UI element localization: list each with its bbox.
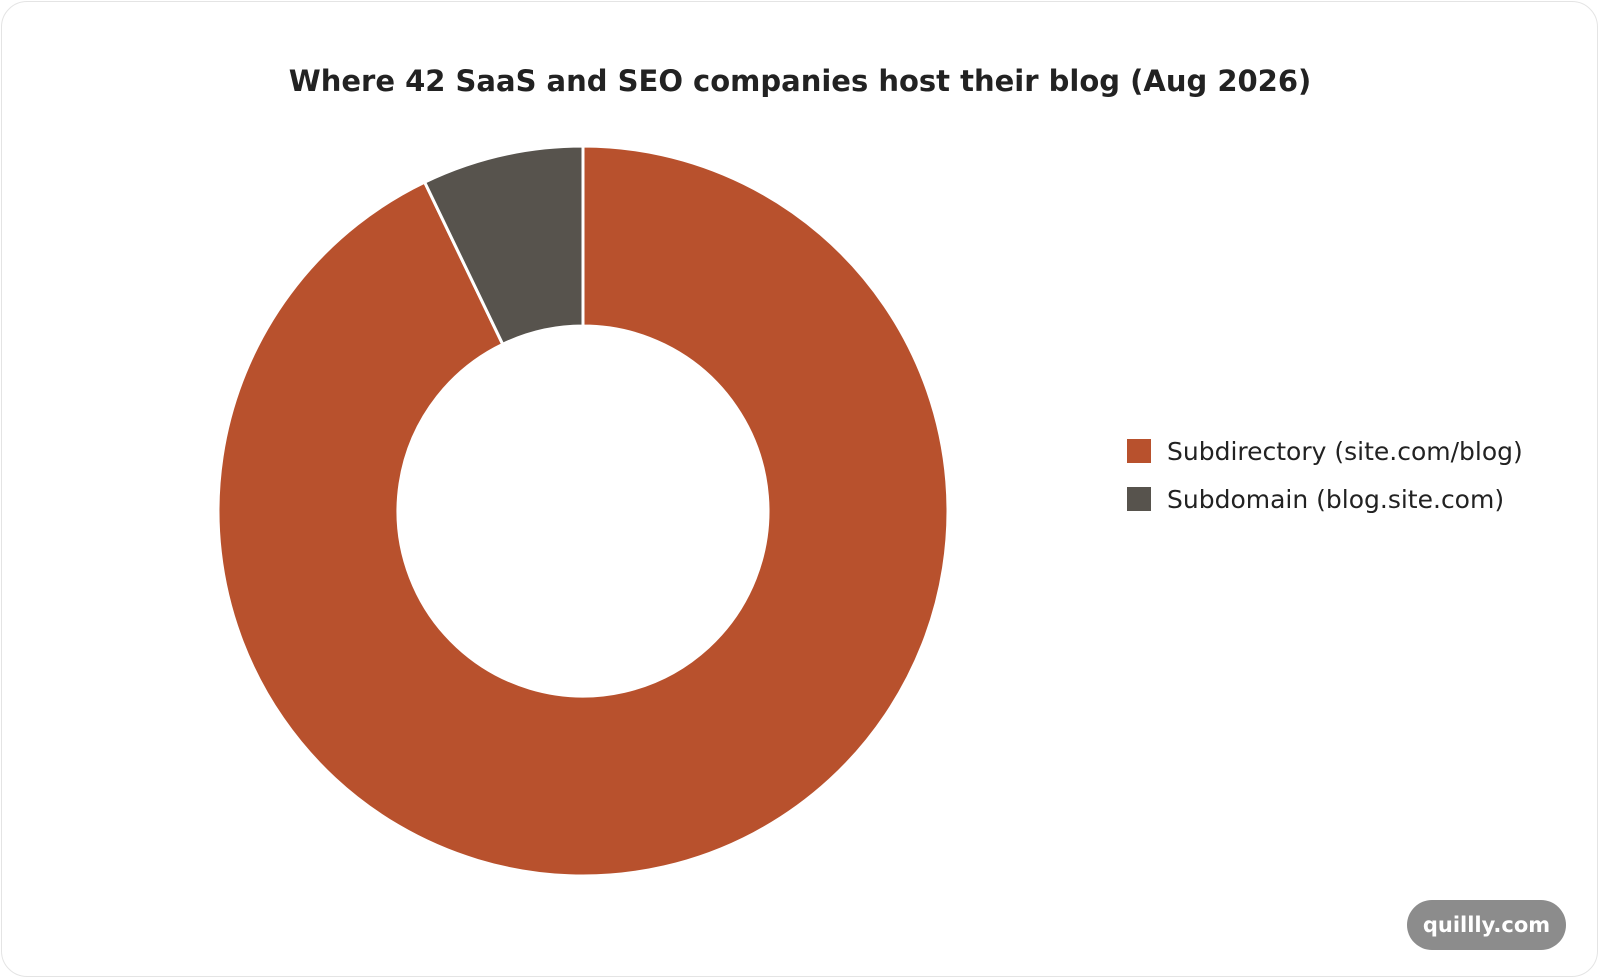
chart-title: Where 42 SaaS and SEO companies host the… bbox=[288, 64, 1312, 98]
legend-swatch-subdomain bbox=[1127, 487, 1151, 511]
legend-label-subdirectory: Subdirectory (site.com/blog) bbox=[1167, 436, 1523, 466]
donut-slice-subdomain[interactable] bbox=[423, 144, 585, 346]
legend-label-subdomain: Subdomain (blog.site.com) bbox=[1167, 484, 1505, 514]
chart-legend: Subdirectory (site.com/blog) Subdomain (… bbox=[1127, 427, 1523, 523]
watermark-badge[interactable]: quillly.com bbox=[1407, 900, 1566, 950]
donut-slice-subdirectory[interactable] bbox=[216, 144, 950, 878]
legend-item-subdomain: Subdomain (blog.site.com) bbox=[1127, 475, 1523, 523]
legend-swatch-subdirectory bbox=[1127, 439, 1151, 463]
legend-item-subdirectory: Subdirectory (site.com/blog) bbox=[1127, 427, 1523, 475]
